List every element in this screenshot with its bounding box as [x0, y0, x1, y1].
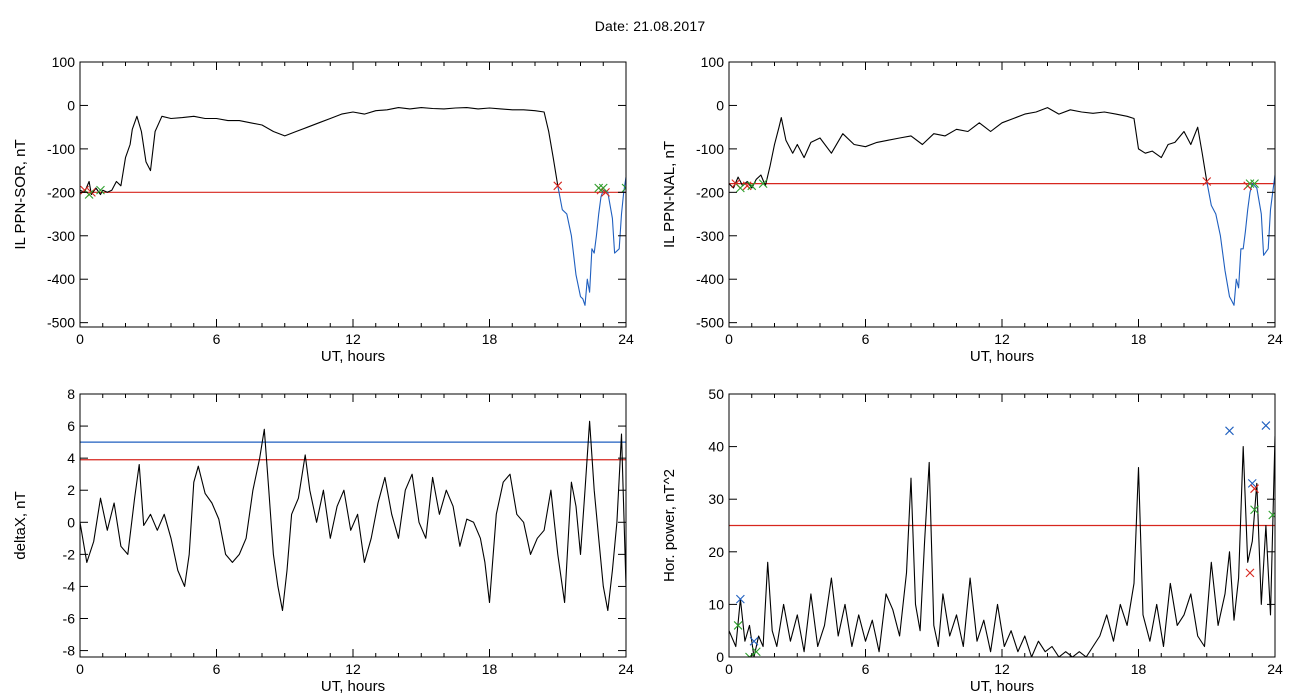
y-tick-label: -4	[63, 578, 76, 594]
x-tick-label: 6	[213, 661, 221, 677]
y-tick-label: 2	[67, 482, 75, 498]
x-tick-label: 6	[862, 331, 870, 347]
y-tick-label: -400	[47, 271, 75, 287]
y-tick-label: -200	[47, 184, 75, 200]
data-series-line	[1206, 174, 1275, 306]
y-tick-label: 40	[708, 439, 724, 455]
x-tick-label: 6	[862, 661, 870, 677]
y-tick-label: -300	[47, 228, 75, 244]
x-tick-label: 24	[1267, 661, 1283, 677]
y-tick-label: -300	[696, 228, 724, 244]
y-tick-label: 0	[67, 514, 75, 530]
y-tick-label: 20	[708, 544, 724, 560]
data-series-line	[80, 107, 559, 196]
x-tick-label: 12	[994, 661, 1010, 677]
x-tick-label: 24	[618, 661, 634, 677]
chart-panel-sor: 0 6 12 18 24 100 0 -100 -200 -300 -400 -500 UT, hour…	[12, 54, 634, 365]
data-marker	[1261, 421, 1271, 430]
series-group	[80, 420, 626, 612]
y-axis-label: IL PPN-SOR, nT	[12, 139, 29, 249]
y-tick-label: -8	[63, 643, 76, 659]
x-tick-label: 18	[1131, 661, 1147, 677]
x-tick-label: 0	[725, 331, 733, 347]
data-marker	[1202, 177, 1212, 186]
y-tick-label: 0	[67, 97, 75, 113]
series-group	[729, 107, 1275, 306]
y-axis-label: deltaX, nT	[12, 491, 29, 559]
data-marker	[735, 183, 745, 193]
data-marker	[747, 181, 757, 191]
x-axis-label: UT, hours	[970, 348, 1034, 365]
data-marker	[1247, 479, 1257, 488]
x-tick-label: 18	[1131, 331, 1147, 347]
y-tick-label: 4	[67, 450, 75, 466]
y-tick-label: 100	[701, 54, 725, 70]
data-marker	[751, 647, 761, 657]
chart-panel-deltax: 0 6 12 18 24 8 6 4 2 0 -2 -4 -6 -8 UT, hours deltaX, nT	[12, 386, 634, 695]
data-series-line	[557, 177, 626, 306]
x-tick-label: 18	[482, 331, 498, 347]
y-axis-label: IL PPN-NAL, nT	[661, 141, 678, 248]
figure-title: Date: 21.08.2017	[594, 18, 706, 34]
data-marker	[1245, 568, 1255, 578]
x-tick-label: 18	[482, 661, 498, 677]
data-marker	[598, 183, 608, 193]
y-tick-label: 50	[708, 386, 724, 402]
y-tick-label: -100	[696, 141, 724, 157]
data-marker	[758, 179, 768, 189]
data-marker	[621, 183, 626, 193]
x-tick-label: 24	[1267, 331, 1283, 347]
plot-frame	[79, 61, 627, 328]
data-marker	[601, 187, 610, 197]
y-tick-label: -500	[696, 315, 724, 331]
plot-frame	[728, 61, 1276, 328]
series-group	[729, 421, 1275, 657]
series-group	[80, 107, 626, 306]
y-tick-label: 100	[52, 54, 76, 70]
x-tick-label: 24	[618, 331, 634, 347]
x-tick-label: 0	[76, 661, 84, 677]
y-axis-label: Hor. power, nT^2	[661, 469, 678, 582]
y-tick-label: 0	[716, 649, 724, 665]
data-marker	[594, 183, 604, 193]
data-marker	[1268, 510, 1275, 520]
y-tick-label: -2	[63, 546, 76, 562]
data-marker	[1250, 484, 1259, 494]
y-tick-label: -6	[63, 611, 76, 627]
data-marker	[96, 185, 105, 195]
y-tick-label: 8	[67, 386, 75, 402]
x-tick-label: 6	[213, 331, 221, 347]
x-axis-label: UT, hours	[321, 678, 385, 695]
chart-panel-nal: 0 6 12 18 24 100 0 -100 -200 -300 -400 -500 UT, hour…	[661, 54, 1283, 365]
x-tick-label: 12	[994, 331, 1010, 347]
data-marker	[1250, 179, 1259, 189]
data-marker	[1245, 179, 1255, 189]
y-tick-label: -100	[47, 141, 75, 157]
y-tick-label: 0	[716, 97, 724, 113]
x-tick-label: 0	[725, 661, 733, 677]
chart-panel-power: 0 6 12 18 24 50 40 30 20 10 0 UT, hours Hor. power, …	[661, 386, 1283, 695]
y-tick-label: -500	[47, 315, 75, 331]
data-series-line	[80, 420, 626, 612]
data-marker	[1225, 426, 1234, 436]
data-marker	[742, 181, 752, 191]
y-tick-label: 30	[708, 491, 724, 507]
x-tick-label: 0	[76, 331, 84, 347]
x-tick-label: 12	[345, 331, 361, 347]
x-axis-label: UT, hours	[321, 348, 385, 365]
data-marker	[749, 636, 759, 646]
data-marker	[1250, 505, 1259, 515]
x-axis-label: UT, hours	[970, 678, 1034, 695]
data-marker	[553, 181, 563, 191]
y-tick-label: 10	[708, 596, 724, 612]
data-series-line	[729, 107, 1208, 189]
data-marker	[735, 594, 745, 604]
y-tick-label: -200	[696, 184, 724, 200]
data-marker	[733, 621, 743, 630]
data-series-line	[729, 436, 1275, 657]
y-tick-label: 6	[67, 418, 75, 434]
x-tick-label: 12	[345, 661, 361, 677]
y-tick-label: -400	[696, 271, 724, 287]
